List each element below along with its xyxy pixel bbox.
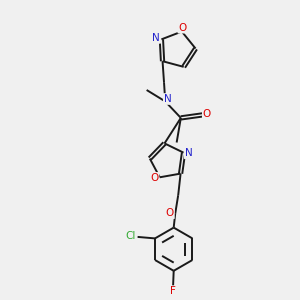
Text: N: N [152,33,160,43]
Text: F: F [170,286,176,296]
Text: N: N [164,94,172,104]
Text: O: O [203,109,211,119]
Text: O: O [166,208,174,218]
Text: N: N [185,148,193,158]
Text: Cl: Cl [126,231,136,241]
Text: O: O [150,173,158,183]
Text: O: O [178,22,187,33]
